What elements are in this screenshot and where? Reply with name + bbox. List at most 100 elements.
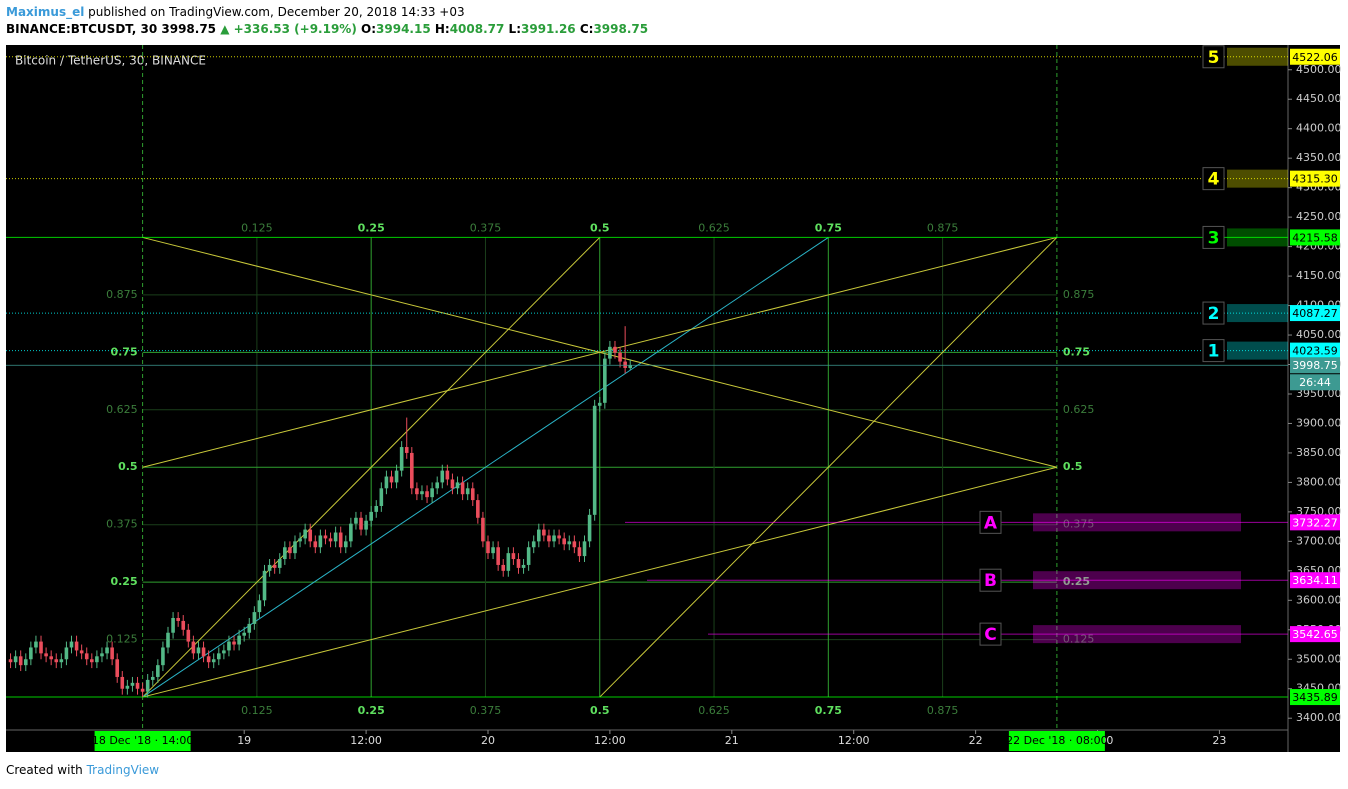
candle-body: [531, 541, 536, 548]
x-tick-label: 12:00: [838, 734, 870, 747]
countdown: 26:44: [1299, 376, 1331, 389]
y-tick-label: 4250.00: [1296, 210, 1342, 223]
candle-body: [308, 529, 313, 542]
candle-body: [145, 679, 150, 692]
candle-body: [135, 682, 140, 689]
level-tag-box: [979, 568, 1002, 592]
price-label-bg: [1290, 514, 1340, 531]
candle-body: [603, 358, 607, 403]
chart-title: Bitcoin / TetherUS, 30, BINANCE: [15, 54, 206, 68]
header-line: Maximus_el published on TradingView.com,…: [6, 4, 648, 21]
level-tag-box: [1202, 301, 1225, 325]
level-tag-box: [979, 510, 1002, 534]
change: ▲ +336.53 (+9.19%): [220, 22, 357, 36]
y-tick-label: 3400.00: [1296, 711, 1342, 724]
level-zone: [1227, 228, 1288, 247]
gann-bottom-label: 0.5: [590, 704, 610, 717]
last: 3998.75: [161, 22, 217, 36]
y-tick-label: 3900.00: [1296, 416, 1342, 429]
price-label-bg: [1290, 572, 1340, 589]
candle-body: [222, 650, 226, 654]
gann-top-label: 0.75: [815, 221, 842, 234]
gann-right-label: 0.75: [1063, 345, 1090, 358]
close: 3998.75: [593, 22, 649, 36]
candle-body: [587, 514, 592, 542]
candle-body: [613, 346, 617, 353]
candle-body: [150, 676, 155, 680]
level-tag: 3: [1208, 228, 1220, 248]
candle-body: [338, 532, 343, 548]
gann-fan: [599, 237, 1058, 698]
candle-body: [618, 352, 622, 362]
o-label: O:: [361, 22, 377, 36]
author[interactable]: Maximus_el: [6, 5, 85, 19]
candle-body: [552, 535, 556, 542]
x-highlight-label: 18 Dec '18 · 14:00: [92, 734, 194, 747]
candle-body: [516, 559, 521, 568]
candle-body: [410, 452, 414, 489]
gann-right-label: 0.25: [1063, 575, 1090, 588]
candle-body: [100, 653, 104, 657]
candle-body: [389, 476, 394, 483]
c-label: C:: [579, 22, 594, 36]
candle-body: [105, 647, 109, 654]
candle-body: [430, 488, 434, 498]
gann-left-label: 0.875: [106, 288, 138, 301]
level-tag: 5: [1208, 48, 1220, 68]
candle-body: [49, 656, 53, 660]
gann-bottom-label: 0.375: [470, 704, 502, 717]
gann-left-label: 0.75: [110, 345, 137, 358]
candle-body: [196, 647, 201, 654]
candle-body: [394, 470, 399, 483]
x-tick-label: 22: [969, 734, 983, 747]
price-label: 3435.89: [1292, 691, 1338, 704]
candle-body: [84, 653, 89, 660]
price-label-bg: [1290, 305, 1340, 322]
y-tick-label: 3700.00: [1296, 534, 1342, 547]
price-label: 4522.06: [1292, 51, 1338, 64]
gann-top-label: 0.875: [927, 221, 959, 234]
x-tick-label: 19: [237, 734, 251, 747]
price-label: 3732.27: [1292, 516, 1338, 529]
candle-body: [110, 647, 114, 660]
candle-body: [369, 511, 373, 521]
candle-body: [79, 650, 84, 654]
candle-body: [582, 541, 587, 557]
candle-body: [323, 535, 328, 539]
price-label: 3634.11: [1292, 574, 1338, 587]
candle-body: [23, 659, 28, 666]
chart-bg: [6, 45, 1340, 752]
candle-body: [64, 647, 69, 660]
brand[interactable]: TradingView: [86, 763, 160, 777]
price-label-bg: [1290, 626, 1340, 643]
candle-body: [161, 647, 165, 666]
candle-body: [247, 623, 252, 633]
candle-body: [445, 470, 450, 480]
candle-body: [242, 632, 246, 636]
x-tick-label: 12:00: [350, 734, 382, 747]
candle-body: [288, 547, 292, 554]
candle-body: [491, 547, 495, 554]
candle-body: [435, 482, 440, 489]
level-zone: [1033, 625, 1241, 644]
gann-bottom-label: 0.75: [815, 704, 842, 717]
price-label-bg: [1290, 342, 1340, 359]
candle-body: [521, 564, 526, 568]
candle-body: [252, 612, 257, 624]
low: 3991.26: [521, 22, 576, 36]
gann-top-label: 0.375: [470, 221, 502, 234]
gann-right-label: 0.5: [1063, 460, 1083, 473]
level-tag: 4: [1208, 170, 1220, 190]
gann-fan: [142, 237, 601, 698]
candle-body: [506, 553, 511, 571]
gann-top-label: 0.125: [241, 221, 273, 234]
gann-bottom-label: 0.625: [698, 704, 730, 717]
candle-body: [343, 541, 348, 548]
candle-body: [364, 520, 368, 530]
candle-body: [481, 517, 485, 542]
candle-body: [130, 682, 135, 686]
candle-body: [181, 620, 186, 630]
level-zone: [1227, 304, 1288, 323]
candle-body: [374, 505, 379, 512]
